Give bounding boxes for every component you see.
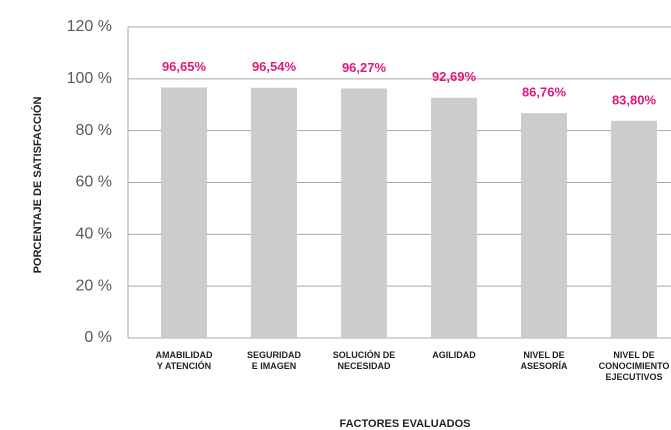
bar: [431, 97, 477, 339]
y-axis-label: PORCENTAJE DE SATISFACCIÓN: [31, 97, 44, 274]
x-tick-line: CONOCIMIENTO: [599, 361, 670, 371]
x-tick-line: SEGURIDAD: [247, 350, 302, 360]
x-tick-line: AGILIDAD: [432, 350, 476, 360]
bar: [251, 87, 297, 338]
value-label: 83,80%: [612, 92, 657, 107]
x-tick-label: AMABILIDAD Y ATENCIÓN: [156, 350, 213, 371]
y-tick-label: 120 %: [67, 18, 112, 35]
x-tick-line: SOLUCIÓN DE: [333, 349, 396, 360]
value-label: 96,54%: [252, 59, 297, 74]
x-tick-line: NIVEL DE: [523, 350, 564, 360]
x-tick-line: NIVEL DE: [613, 350, 654, 360]
x-tick-label: NIVEL DE CONOCIMIENTO EJECUTIVOS: [599, 350, 670, 382]
x-axis-label: FACTORES EVALUADOS: [340, 418, 471, 430]
bar: [521, 113, 567, 338]
x-tick-label: NIVEL DE ASESORÍA: [520, 350, 568, 371]
x-tick-label: SEGURIDAD E IMAGEN: [247, 350, 302, 371]
y-tick-label: 40 %: [76, 226, 112, 243]
bar: [341, 88, 387, 339]
x-tick-line: NECESIDAD: [337, 361, 391, 371]
value-label: 86,76%: [522, 85, 567, 100]
x-tick-line: AMABILIDAD: [156, 350, 213, 360]
x-tick-line: E IMAGEN: [252, 361, 297, 371]
bar: [611, 120, 657, 339]
value-label: 96,27%: [342, 60, 387, 75]
x-tick-line: EJECUTIVOS: [605, 372, 662, 382]
value-label: 92,69%: [432, 69, 477, 84]
y-tick-label: 80 %: [76, 122, 112, 139]
y-tick-label: 0 %: [84, 329, 112, 346]
y-tick-label: 20 %: [76, 277, 112, 294]
y-tick-label: 60 %: [76, 174, 112, 191]
y-tick-label: 100 %: [67, 70, 112, 87]
x-tick-line: ASESORÍA: [520, 361, 568, 371]
x-tick-label: SOLUCIÓN DE NECESIDAD: [333, 349, 396, 371]
value-label: 96,65%: [162, 59, 207, 74]
x-tick-label: AGILIDAD: [432, 350, 476, 360]
bar: [161, 87, 207, 339]
x-tick-line: Y ATENCIÓN: [157, 360, 211, 371]
